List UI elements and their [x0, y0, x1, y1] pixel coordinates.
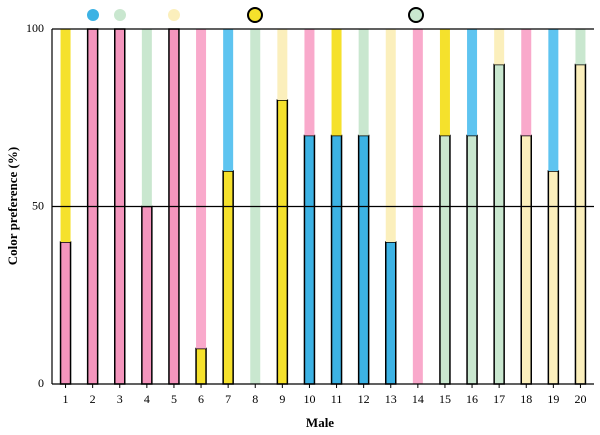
x-tick-label: 18: [520, 392, 532, 406]
bar-segment: [222, 170, 234, 385]
x-tick-label: 15: [439, 392, 451, 406]
x-tick-label: 17: [493, 392, 505, 406]
bar-segment: [548, 29, 559, 171]
x-tick-label: 12: [358, 392, 370, 406]
bar-segment: [60, 29, 71, 242]
bar-segment: [494, 29, 505, 65]
legend-dot: [247, 7, 263, 23]
x-tick-label: 5: [171, 392, 177, 406]
x-tick-label: 14: [412, 392, 424, 406]
x-tick-label: 13: [385, 392, 397, 406]
x-tick-label: 16: [466, 392, 478, 406]
y-axis-title: Color preference (%): [5, 147, 20, 265]
x-tick-label: 2: [90, 392, 96, 406]
bar-segment: [521, 29, 532, 136]
legend-dot: [114, 9, 126, 21]
bar-segment: [276, 99, 289, 385]
bar-segment: [223, 29, 234, 171]
bar-segment: [520, 134, 532, 385]
bar-segment: [357, 134, 370, 385]
x-tick-label: 20: [574, 392, 586, 406]
legend-dot: [408, 7, 424, 23]
bar-segment: [575, 29, 586, 65]
bar-segment: [358, 29, 369, 136]
bar-segment: [141, 29, 152, 207]
bar-segment: [574, 63, 587, 385]
x-tick-label: 19: [547, 392, 559, 406]
bar-segment: [196, 29, 207, 349]
x-tick-label: 10: [303, 392, 315, 406]
bar-segment: [493, 63, 505, 385]
bar-segment: [385, 29, 396, 242]
bar-segment: [304, 29, 315, 136]
x-tick-label: 11: [331, 392, 343, 406]
bar-segment: [330, 134, 343, 385]
bar-segment: [59, 241, 72, 385]
bar-segment: [303, 134, 316, 385]
bar-segment: [439, 29, 450, 136]
y-tick-label: 100: [26, 21, 44, 35]
x-tick-label: 7: [225, 392, 231, 406]
bar-segment: [277, 29, 288, 100]
bar-segment: [385, 241, 397, 385]
x-tick-label: 8: [252, 392, 258, 406]
legend-symbols: [87, 7, 424, 23]
bar-segment: [547, 170, 560, 385]
legend-dot: [168, 9, 180, 21]
y-tick-label: 50: [32, 198, 44, 212]
bar-segment: [331, 29, 342, 136]
bar-segment: [439, 134, 451, 385]
bar-segment: [466, 134, 478, 385]
legend-dot: [87, 9, 99, 21]
x-tick-label: 6: [198, 392, 204, 406]
x-axis-title: Male: [306, 415, 334, 430]
x-tick-label: 3: [117, 392, 123, 406]
bar-segment: [195, 347, 207, 385]
x-tick-label: 4: [144, 392, 150, 406]
x-tick-label: 1: [63, 392, 69, 406]
x-tick-label: 9: [279, 392, 285, 406]
bar-segment: [141, 205, 153, 385]
bar-segment: [467, 29, 478, 136]
y-tick-label: 0: [38, 376, 44, 390]
